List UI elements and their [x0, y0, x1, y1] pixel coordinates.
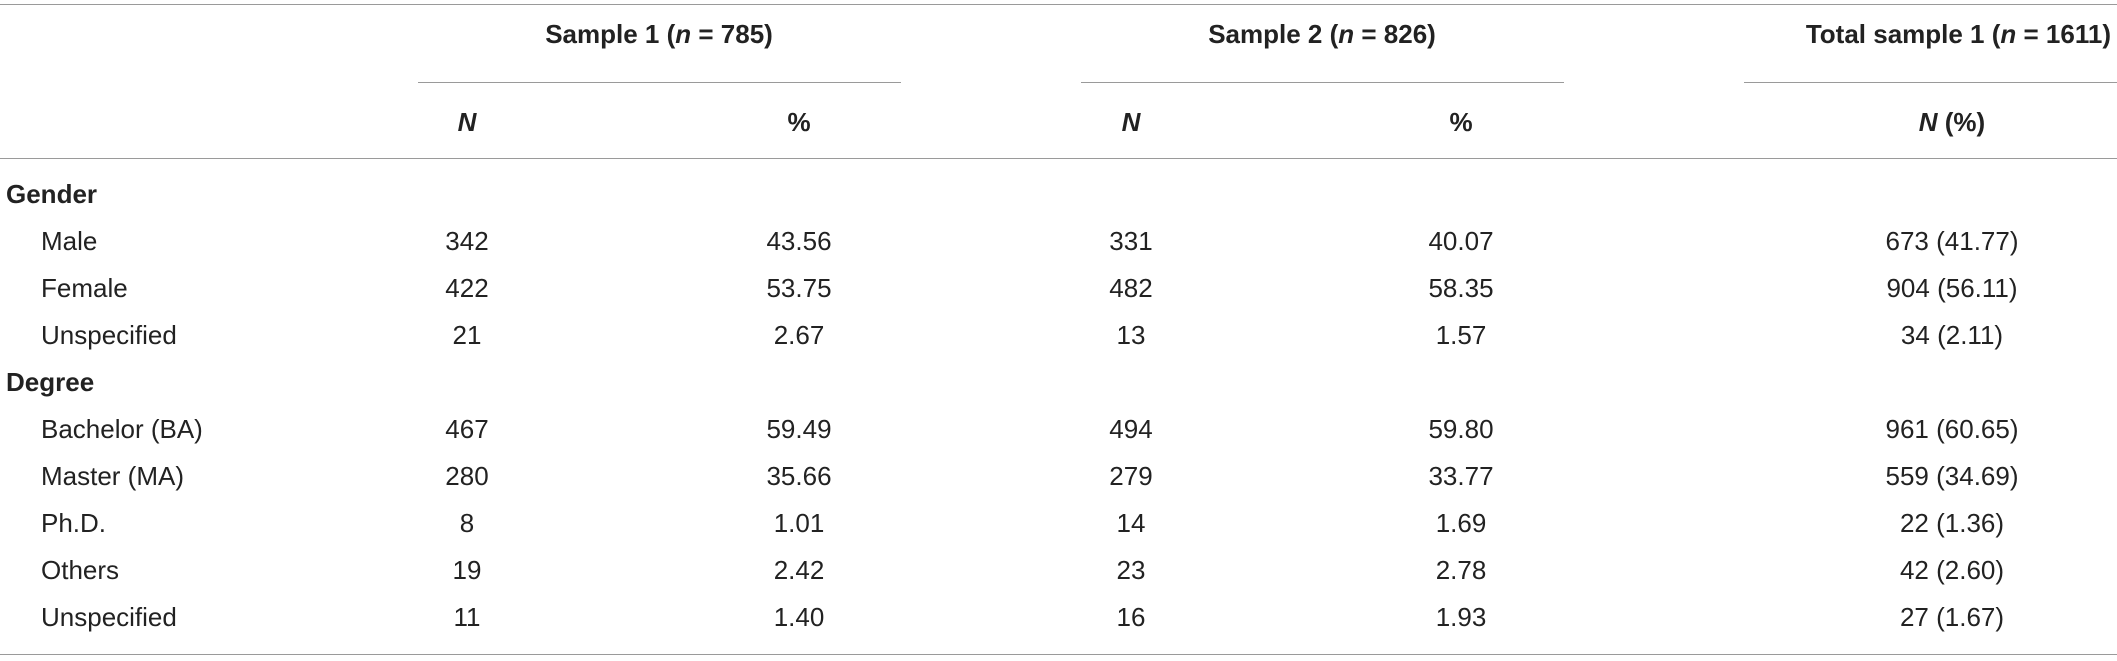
cell-s2-pct: 33.77: [1428, 461, 1494, 491]
cell-s1-n: 8: [459, 508, 475, 538]
cell-total: 42 (2.60): [1899, 555, 2005, 585]
cell-s1-n: 21: [452, 320, 482, 350]
cell-s1-pct: 2.67: [773, 320, 825, 350]
table-row: Ph.D. 8 1.01 14 1.69 22 (1.36): [0, 508, 2117, 538]
table-row: Unspecified 11 1.40 16 1.93 27 (1.67): [0, 602, 2117, 632]
row-label: Master (MA): [41, 461, 184, 491]
cell-s2-n: 279: [1109, 461, 1153, 491]
cell-s1-n: 19: [452, 555, 482, 585]
cell-s2-n: 16: [1116, 602, 1146, 632]
cell-s2-n: 482: [1109, 273, 1153, 303]
cell-s2-pct: 59.80: [1428, 414, 1494, 444]
section-title-degree: Degree: [6, 367, 95, 397]
table-top-rule: [0, 4, 2117, 5]
cell-s1-n: 11: [453, 602, 481, 632]
section-title-gender: Gender: [6, 179, 98, 209]
cell-s2-n: 494: [1109, 414, 1153, 444]
cell-total: 34 (2.11): [1900, 320, 2004, 350]
cell-s1-n: 280: [445, 461, 489, 491]
header-total-rule: [1744, 82, 2117, 83]
header-bottom-rule: [0, 158, 2117, 159]
cell-s1-n: 342: [445, 226, 489, 256]
cell-s1-pct: 1.01: [773, 508, 825, 538]
cell-s2-n: 331: [1109, 226, 1153, 256]
row-label: Male: [41, 226, 98, 256]
table-bottom-rule: [0, 654, 2117, 655]
table-row: Master (MA) 280 35.66 279 33.77 559 (34.…: [0, 461, 2117, 491]
subheader-total: N (%): [1918, 107, 1986, 137]
table-row: Unspecified 21 2.67 13 1.57 34 (2.11): [0, 320, 2117, 350]
cell-s2-pct: 2.78: [1435, 555, 1487, 585]
cell-total: 27 (1.67): [1899, 602, 2005, 632]
cell-s1-n: 467: [445, 414, 489, 444]
cell-s2-n: 13: [1116, 320, 1146, 350]
header-sample-1-rule: [418, 82, 901, 83]
subheader-s2-pct: %: [1449, 107, 1473, 137]
cell-total: 673 (41.77): [1885, 226, 2019, 256]
cell-s2-n: 23: [1116, 555, 1146, 585]
header-sample-2: Sample 2 (n = 826): [1208, 19, 1436, 49]
row-label: Bachelor (BA): [41, 414, 203, 444]
cell-s2-n: 14: [1116, 508, 1146, 538]
row-label: Unspecified: [41, 320, 177, 350]
cell-s1-pct: 1.40: [773, 602, 825, 632]
header-sample-1: Sample 1 (n = 785): [545, 19, 773, 49]
table-row: Others 19 2.42 23 2.78 42 (2.60): [0, 555, 2117, 585]
cell-s1-n: 422: [445, 273, 489, 303]
cell-s2-pct: 58.35: [1428, 273, 1494, 303]
cell-s1-pct: 59.49: [766, 414, 832, 444]
header-sample-2-rule: [1081, 82, 1564, 83]
row-label: Female: [41, 273, 128, 303]
subheader-s1-pct: %: [787, 107, 811, 137]
cell-s2-pct: 1.57: [1435, 320, 1487, 350]
cell-total: 904 (56.11): [1886, 273, 2018, 303]
row-label: Unspecified: [41, 602, 177, 632]
cell-s1-pct: 2.42: [773, 555, 825, 585]
cell-total: 961 (60.65): [1885, 414, 2019, 444]
cell-s2-pct: 40.07: [1428, 226, 1494, 256]
table-row: Male 342 43.56 331 40.07 673 (41.77): [0, 226, 2117, 256]
cell-s1-pct: 43.56: [766, 226, 832, 256]
header-total-sample: Total sample 1 (n = 1611): [1805, 19, 2111, 49]
cell-total: 22 (1.36): [1899, 508, 2005, 538]
table-row: Bachelor (BA) 467 59.49 494 59.80 961 (6…: [0, 414, 2117, 444]
cell-s2-pct: 1.69: [1435, 508, 1487, 538]
cell-s1-pct: 35.66: [766, 461, 832, 491]
row-label: Ph.D.: [41, 508, 107, 538]
table-row: Female 422 53.75 482 58.35 904 (56.11): [0, 273, 2117, 303]
cell-s1-pct: 53.75: [766, 273, 832, 303]
subheader-s1-n: N: [457, 107, 477, 137]
cell-total: 559 (34.69): [1885, 461, 2019, 491]
cell-s2-pct: 1.93: [1435, 602, 1487, 632]
row-label: Others: [41, 555, 120, 585]
subheader-s2-n: N: [1121, 107, 1141, 137]
